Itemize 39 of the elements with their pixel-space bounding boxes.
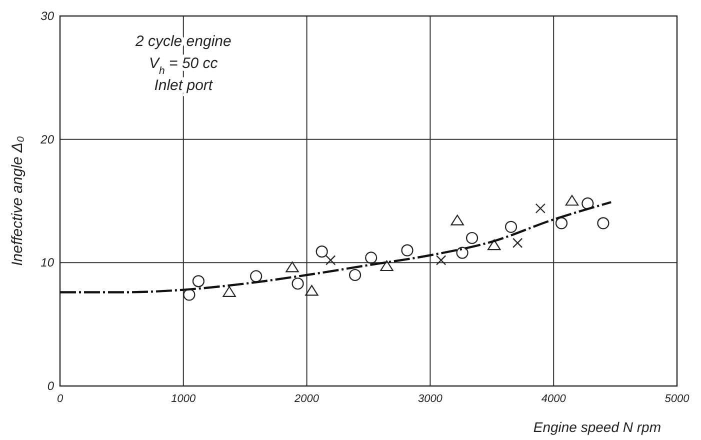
point <box>488 239 501 250</box>
point <box>456 246 468 259</box>
x-tick-label: 2000 <box>294 393 320 405</box>
y-axis-title: Ineffective angle Δ₀ <box>9 136 26 266</box>
point <box>286 262 299 272</box>
point <box>504 220 518 233</box>
point <box>565 194 579 206</box>
point <box>436 255 446 266</box>
y-tick-label: 10 <box>40 256 54 270</box>
point <box>401 244 414 256</box>
point <box>305 284 318 296</box>
point <box>582 197 594 210</box>
y-tick-label: 30 <box>40 9 54 23</box>
x-tick-label: 0 <box>56 393 64 405</box>
annotation: Inlet port <box>154 77 214 94</box>
point <box>192 275 205 288</box>
point <box>316 246 328 258</box>
point <box>365 252 378 264</box>
y-tick-label: 0 <box>47 379 54 393</box>
point <box>555 217 568 230</box>
point <box>183 288 196 301</box>
y-tick-label: 20 <box>40 132 54 146</box>
point <box>326 255 336 266</box>
point <box>535 203 546 214</box>
x-tick-label: 5000 <box>664 393 690 405</box>
point <box>380 260 394 272</box>
point <box>222 286 236 297</box>
x-tick-label: 1000 <box>171 393 197 405</box>
point <box>292 278 304 290</box>
point <box>597 217 610 230</box>
point <box>512 238 523 248</box>
x-tick-label: 4000 <box>541 393 567 405</box>
point <box>450 214 464 226</box>
annotation: 2 cycle engine <box>134 33 232 50</box>
x-tick-label: 3000 <box>418 393 444 405</box>
x-axis-title: Engine speed N rpm <box>533 419 662 435</box>
point <box>250 270 262 282</box>
point <box>466 232 478 244</box>
point <box>349 268 362 282</box>
